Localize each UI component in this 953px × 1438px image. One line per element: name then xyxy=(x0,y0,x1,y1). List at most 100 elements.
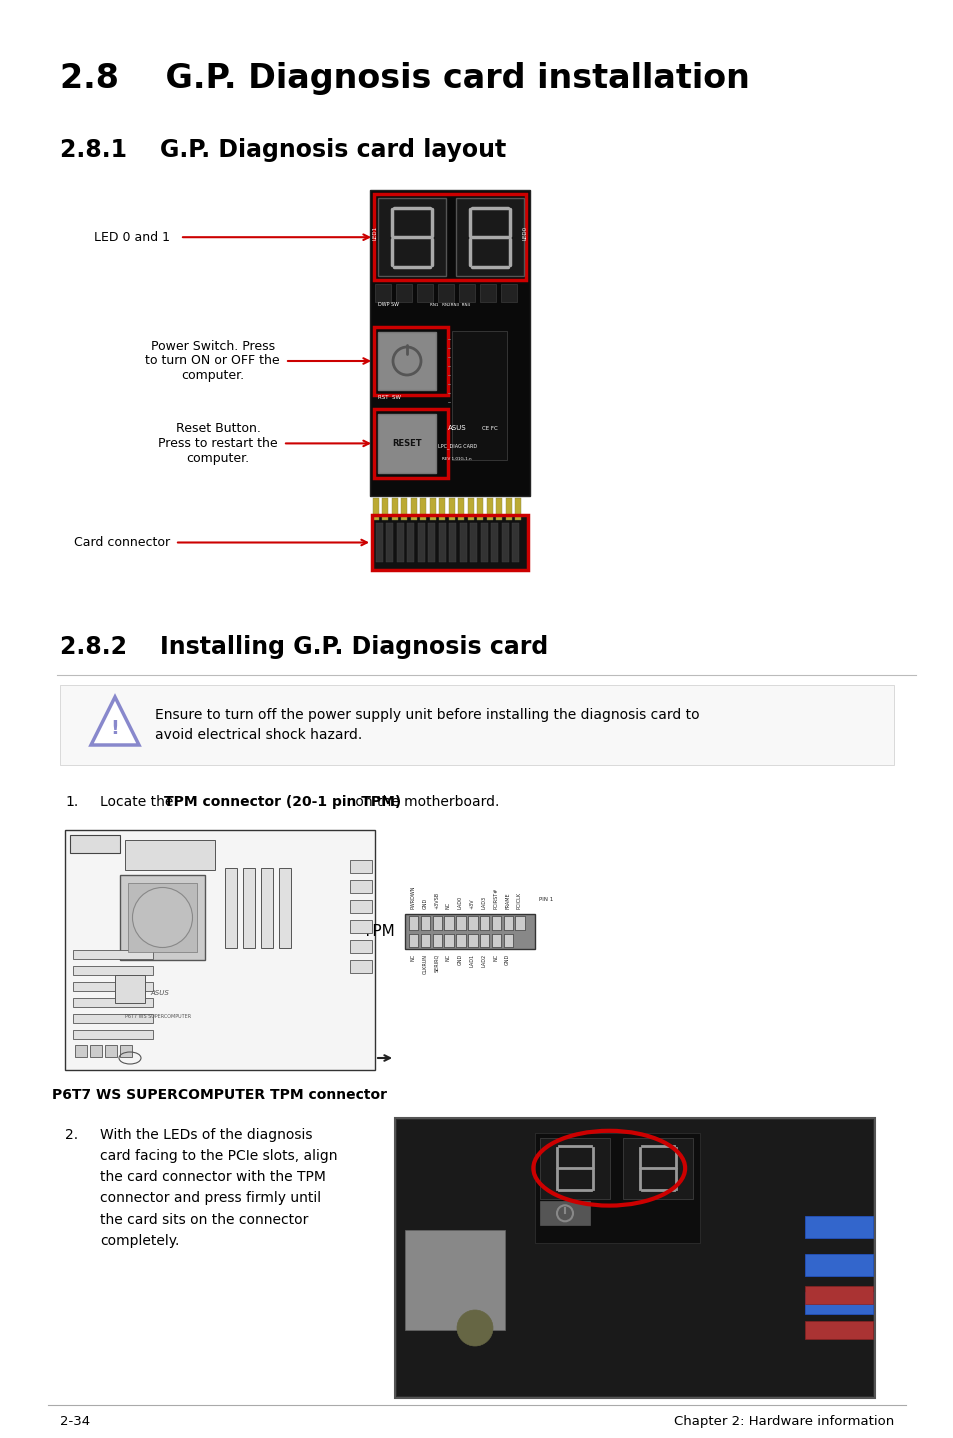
Bar xyxy=(477,498,483,519)
Text: LAD0: LAD0 xyxy=(457,896,462,909)
Text: 1.: 1. xyxy=(65,795,78,810)
Bar xyxy=(458,498,464,519)
Bar xyxy=(409,933,418,948)
Bar xyxy=(416,285,433,302)
Text: PIN 1: PIN 1 xyxy=(538,897,553,902)
Bar xyxy=(456,933,465,948)
Bar xyxy=(486,498,493,519)
Bar xyxy=(535,1133,700,1242)
Text: FRAME: FRAME xyxy=(504,893,510,909)
Bar xyxy=(395,285,412,302)
Bar xyxy=(405,1229,504,1330)
Text: NC: NC xyxy=(493,953,497,961)
Text: +3VSB: +3VSB xyxy=(434,892,438,909)
Bar xyxy=(125,840,214,870)
Bar xyxy=(500,285,517,302)
Bar xyxy=(73,1030,152,1040)
Bar xyxy=(437,285,454,302)
Bar xyxy=(420,933,430,948)
Bar xyxy=(430,498,436,519)
Text: Reset Button.
Press to restart the
computer.: Reset Button. Press to restart the compu… xyxy=(158,421,277,464)
Text: Power Switch. Press
to turn ON or OFF the
computer.: Power Switch. Press to turn ON or OFF th… xyxy=(145,339,280,383)
Bar xyxy=(375,285,391,302)
Bar xyxy=(505,498,512,519)
Text: PCIRST#: PCIRST# xyxy=(493,887,497,909)
Text: TPM: TPM xyxy=(363,925,395,939)
Bar xyxy=(65,830,375,1070)
Bar xyxy=(377,198,446,276)
Bar xyxy=(60,684,893,765)
Bar xyxy=(395,1117,874,1398)
Polygon shape xyxy=(91,697,139,745)
Bar xyxy=(470,523,477,562)
Text: LAD1: LAD1 xyxy=(469,953,474,968)
Bar xyxy=(350,940,372,953)
Bar xyxy=(452,331,506,460)
Text: RN1   RN2RN3  RN4: RN1 RN2RN3 RN4 xyxy=(430,303,470,308)
Text: PCICLK: PCICLK xyxy=(517,892,521,909)
Bar xyxy=(370,190,530,496)
Text: PWRDWN: PWRDWN xyxy=(410,886,416,909)
Bar xyxy=(225,869,236,948)
Text: +3V: +3V xyxy=(469,899,474,909)
Text: RESET: RESET xyxy=(392,439,421,447)
Bar xyxy=(278,869,291,948)
Bar xyxy=(804,1322,872,1339)
Bar xyxy=(373,498,378,519)
Bar xyxy=(396,523,403,562)
Bar xyxy=(432,933,441,948)
Bar xyxy=(392,498,397,519)
Text: ASUS: ASUS xyxy=(448,424,466,431)
Bar xyxy=(350,860,372,873)
Text: SERIRQ: SERIRQ xyxy=(434,953,438,972)
Bar xyxy=(491,933,500,948)
Bar xyxy=(105,1045,117,1057)
Bar xyxy=(90,1045,102,1057)
Bar xyxy=(350,961,372,974)
Bar xyxy=(432,916,441,929)
Text: TPM connector (20-1 pin TPM): TPM connector (20-1 pin TPM) xyxy=(164,795,400,810)
Text: LAD3: LAD3 xyxy=(481,896,486,909)
Bar xyxy=(622,1137,692,1198)
Text: CE FC: CE FC xyxy=(481,426,497,431)
Bar xyxy=(374,410,447,477)
Text: Chapter 2: Hardware information: Chapter 2: Hardware information xyxy=(673,1415,893,1428)
Bar xyxy=(501,523,509,562)
Bar xyxy=(350,900,372,913)
Bar xyxy=(243,869,254,948)
Text: GND: GND xyxy=(504,953,510,965)
Bar xyxy=(75,1045,87,1057)
Text: LAD2: LAD2 xyxy=(481,953,486,968)
Text: 2.: 2. xyxy=(65,1127,78,1142)
Bar xyxy=(73,982,152,991)
Bar xyxy=(804,1291,872,1314)
Bar xyxy=(374,326,447,395)
Bar xyxy=(515,498,521,519)
Bar xyxy=(120,874,205,961)
Text: P6T7 WS SUPERCOMPUTER TPM connector: P6T7 WS SUPERCOMPUTER TPM connector xyxy=(52,1089,387,1102)
Bar xyxy=(479,285,496,302)
Text: LED 0 and 1: LED 0 and 1 xyxy=(94,230,170,243)
Bar xyxy=(444,933,454,948)
Text: 2.8.2    Installing G.P. Diagnosis card: 2.8.2 Installing G.P. Diagnosis card xyxy=(60,636,548,659)
Bar xyxy=(420,498,426,519)
Bar xyxy=(439,498,445,519)
Bar xyxy=(444,916,454,929)
Bar xyxy=(456,198,523,276)
Text: NC: NC xyxy=(410,953,416,961)
Bar xyxy=(458,285,475,302)
Bar xyxy=(459,523,467,562)
Bar xyxy=(73,1014,152,1022)
Text: NC: NC xyxy=(445,902,451,909)
Text: 2.8    G.P. Diagnosis card installation: 2.8 G.P. Diagnosis card installation xyxy=(60,62,749,95)
Bar xyxy=(491,523,498,562)
Bar xyxy=(420,916,430,929)
Text: NC: NC xyxy=(445,953,451,961)
Bar xyxy=(70,835,120,853)
Text: 2.8.1    G.P. Diagnosis card layout: 2.8.1 G.P. Diagnosis card layout xyxy=(60,138,506,162)
Bar xyxy=(496,498,502,519)
Bar xyxy=(479,933,489,948)
Bar xyxy=(491,916,500,929)
Bar xyxy=(804,1254,872,1276)
Bar xyxy=(128,883,196,952)
